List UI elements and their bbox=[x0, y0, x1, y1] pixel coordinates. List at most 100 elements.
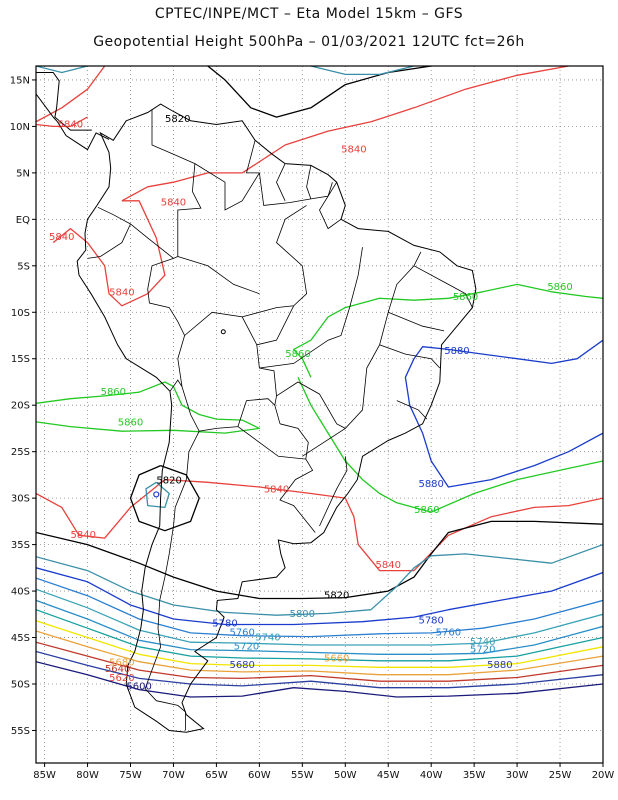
contour-label: 5600 bbox=[126, 682, 151, 693]
central-america-coastline bbox=[36, 93, 110, 151]
lon-tick-label: 40W bbox=[420, 770, 443, 781]
contour-label: 5840 bbox=[264, 485, 289, 496]
contour-line-5780 bbox=[36, 567, 603, 626]
contour-line-5840 bbox=[121, 172, 243, 202]
contour-label: 5720 bbox=[234, 642, 259, 653]
country-border bbox=[177, 335, 276, 432]
contour-line-5840 bbox=[36, 66, 106, 123]
country-border bbox=[279, 458, 316, 533]
contour-label: 5740 bbox=[470, 637, 495, 648]
contour-line-5760 bbox=[36, 577, 603, 638]
contour-line-5740 bbox=[36, 588, 603, 646]
lon-tick-label: 85W bbox=[33, 770, 56, 781]
lon-tick-label: 50W bbox=[334, 770, 357, 781]
land-boundaries bbox=[36, 72, 477, 733]
lat-tick-label: 15N bbox=[10, 75, 30, 86]
map-title-line1: CPTEC/INPE/MCT – Eta Model 15km – GFS bbox=[154, 6, 464, 22]
contour-label: 5760 bbox=[436, 628, 461, 639]
contour-label: 5880 bbox=[487, 660, 512, 671]
lon-tick-label: 65W bbox=[205, 770, 228, 781]
contour-line-5680 bbox=[36, 620, 603, 668]
contour-label: 5860 bbox=[285, 349, 310, 360]
contour-label: 5740 bbox=[255, 632, 280, 643]
country-border bbox=[242, 205, 308, 318]
contour-line-5720 bbox=[36, 599, 603, 655]
contour-label: 5780 bbox=[418, 616, 443, 627]
country-border bbox=[276, 163, 286, 201]
contour-line-5700 bbox=[36, 609, 603, 662]
contour-label: 5800 bbox=[290, 609, 315, 620]
country-border bbox=[302, 251, 422, 457]
country-border bbox=[147, 258, 185, 336]
contour-label: 5780 bbox=[212, 618, 237, 629]
lon-tick-label: 20W bbox=[592, 770, 615, 781]
south-america-coastline bbox=[76, 103, 477, 733]
contour-label: 5680 bbox=[229, 660, 254, 671]
country-border bbox=[319, 456, 348, 527]
lat-tick-label: EQ bbox=[16, 215, 30, 226]
contour-line-5640 bbox=[36, 641, 603, 682]
contour-label: 5860 bbox=[547, 282, 572, 293]
contour-line-5840 bbox=[52, 200, 166, 307]
country-border bbox=[194, 163, 260, 211]
contour-lines bbox=[36, 66, 603, 698]
lat-tick-label: 35S bbox=[11, 540, 30, 551]
contour-label: 5760 bbox=[229, 628, 254, 639]
map-title-line2: Geopotential Height 500hPa – 01/03/2021 … bbox=[93, 34, 525, 50]
contour-label: 5840 bbox=[58, 119, 83, 130]
contour-label: 5840 bbox=[161, 197, 186, 208]
contour-line-5880 bbox=[413, 339, 603, 365]
contour-label: 5860 bbox=[118, 418, 143, 429]
contour-line-5800 bbox=[36, 66, 88, 74]
contour-label: 5880 bbox=[418, 479, 443, 490]
lat-tick-label: 5N bbox=[16, 168, 30, 179]
contour-line-5820 bbox=[207, 66, 432, 118]
country-border bbox=[169, 379, 183, 392]
contour-label: 5840 bbox=[341, 144, 366, 155]
contour-line-5860 bbox=[36, 381, 261, 434]
country-border bbox=[177, 256, 260, 295]
lat-tick-label: 50S bbox=[11, 680, 30, 691]
country-border bbox=[388, 311, 445, 332]
contour-label: 5860 bbox=[414, 505, 439, 516]
lon-tick-label: 55W bbox=[291, 770, 314, 781]
contour-label: 5840 bbox=[71, 530, 96, 541]
low-center-marker bbox=[153, 491, 160, 498]
contour-line-5880 bbox=[404, 358, 603, 488]
contour-label: 5860 bbox=[101, 387, 126, 398]
country-border bbox=[87, 223, 131, 259]
lat-tick-label: 55S bbox=[11, 726, 30, 737]
country-border bbox=[184, 311, 281, 424]
contour-label: 5840 bbox=[49, 232, 74, 243]
contour-label: 5880 bbox=[444, 346, 469, 357]
contour-label: 5820 bbox=[156, 475, 181, 486]
contour-line-5840 bbox=[241, 66, 569, 174]
contour-label: 5680 bbox=[109, 657, 134, 668]
map-frame bbox=[35, 65, 604, 764]
contour-line-5660 bbox=[36, 630, 603, 676]
lat-tick-label: 15S bbox=[11, 354, 30, 365]
country-border bbox=[306, 165, 312, 200]
lat-tick-label: 40S bbox=[11, 587, 30, 598]
contour-line-5860 bbox=[297, 377, 603, 513]
country-border bbox=[259, 247, 363, 369]
country-border bbox=[413, 265, 473, 308]
country-border bbox=[144, 431, 200, 731]
lon-tick-label: 25W bbox=[549, 770, 572, 781]
contour-line-5800 bbox=[36, 543, 603, 616]
contour-line-5600 bbox=[36, 661, 603, 698]
lat-tick-label: 5S bbox=[17, 261, 30, 272]
contour-line-5840 bbox=[36, 478, 603, 572]
contour-label: 5840 bbox=[109, 288, 134, 299]
country-border bbox=[319, 181, 342, 230]
contour-line-5800 bbox=[145, 481, 170, 509]
lat-tick-label: 10N bbox=[10, 122, 30, 133]
contour-line-5820 bbox=[129, 464, 200, 532]
lat-tick-label: 10S bbox=[11, 308, 30, 319]
axis-ticks: 85W 80W 75W 70W 65W 60W 55W 50W 45W 40W 35W 30W 25W 2… bbox=[10, 75, 615, 781]
contour-line-5620 bbox=[36, 650, 603, 689]
country-border bbox=[151, 109, 202, 259]
country-border bbox=[276, 381, 346, 429]
contour-label: 5820 bbox=[165, 114, 190, 125]
